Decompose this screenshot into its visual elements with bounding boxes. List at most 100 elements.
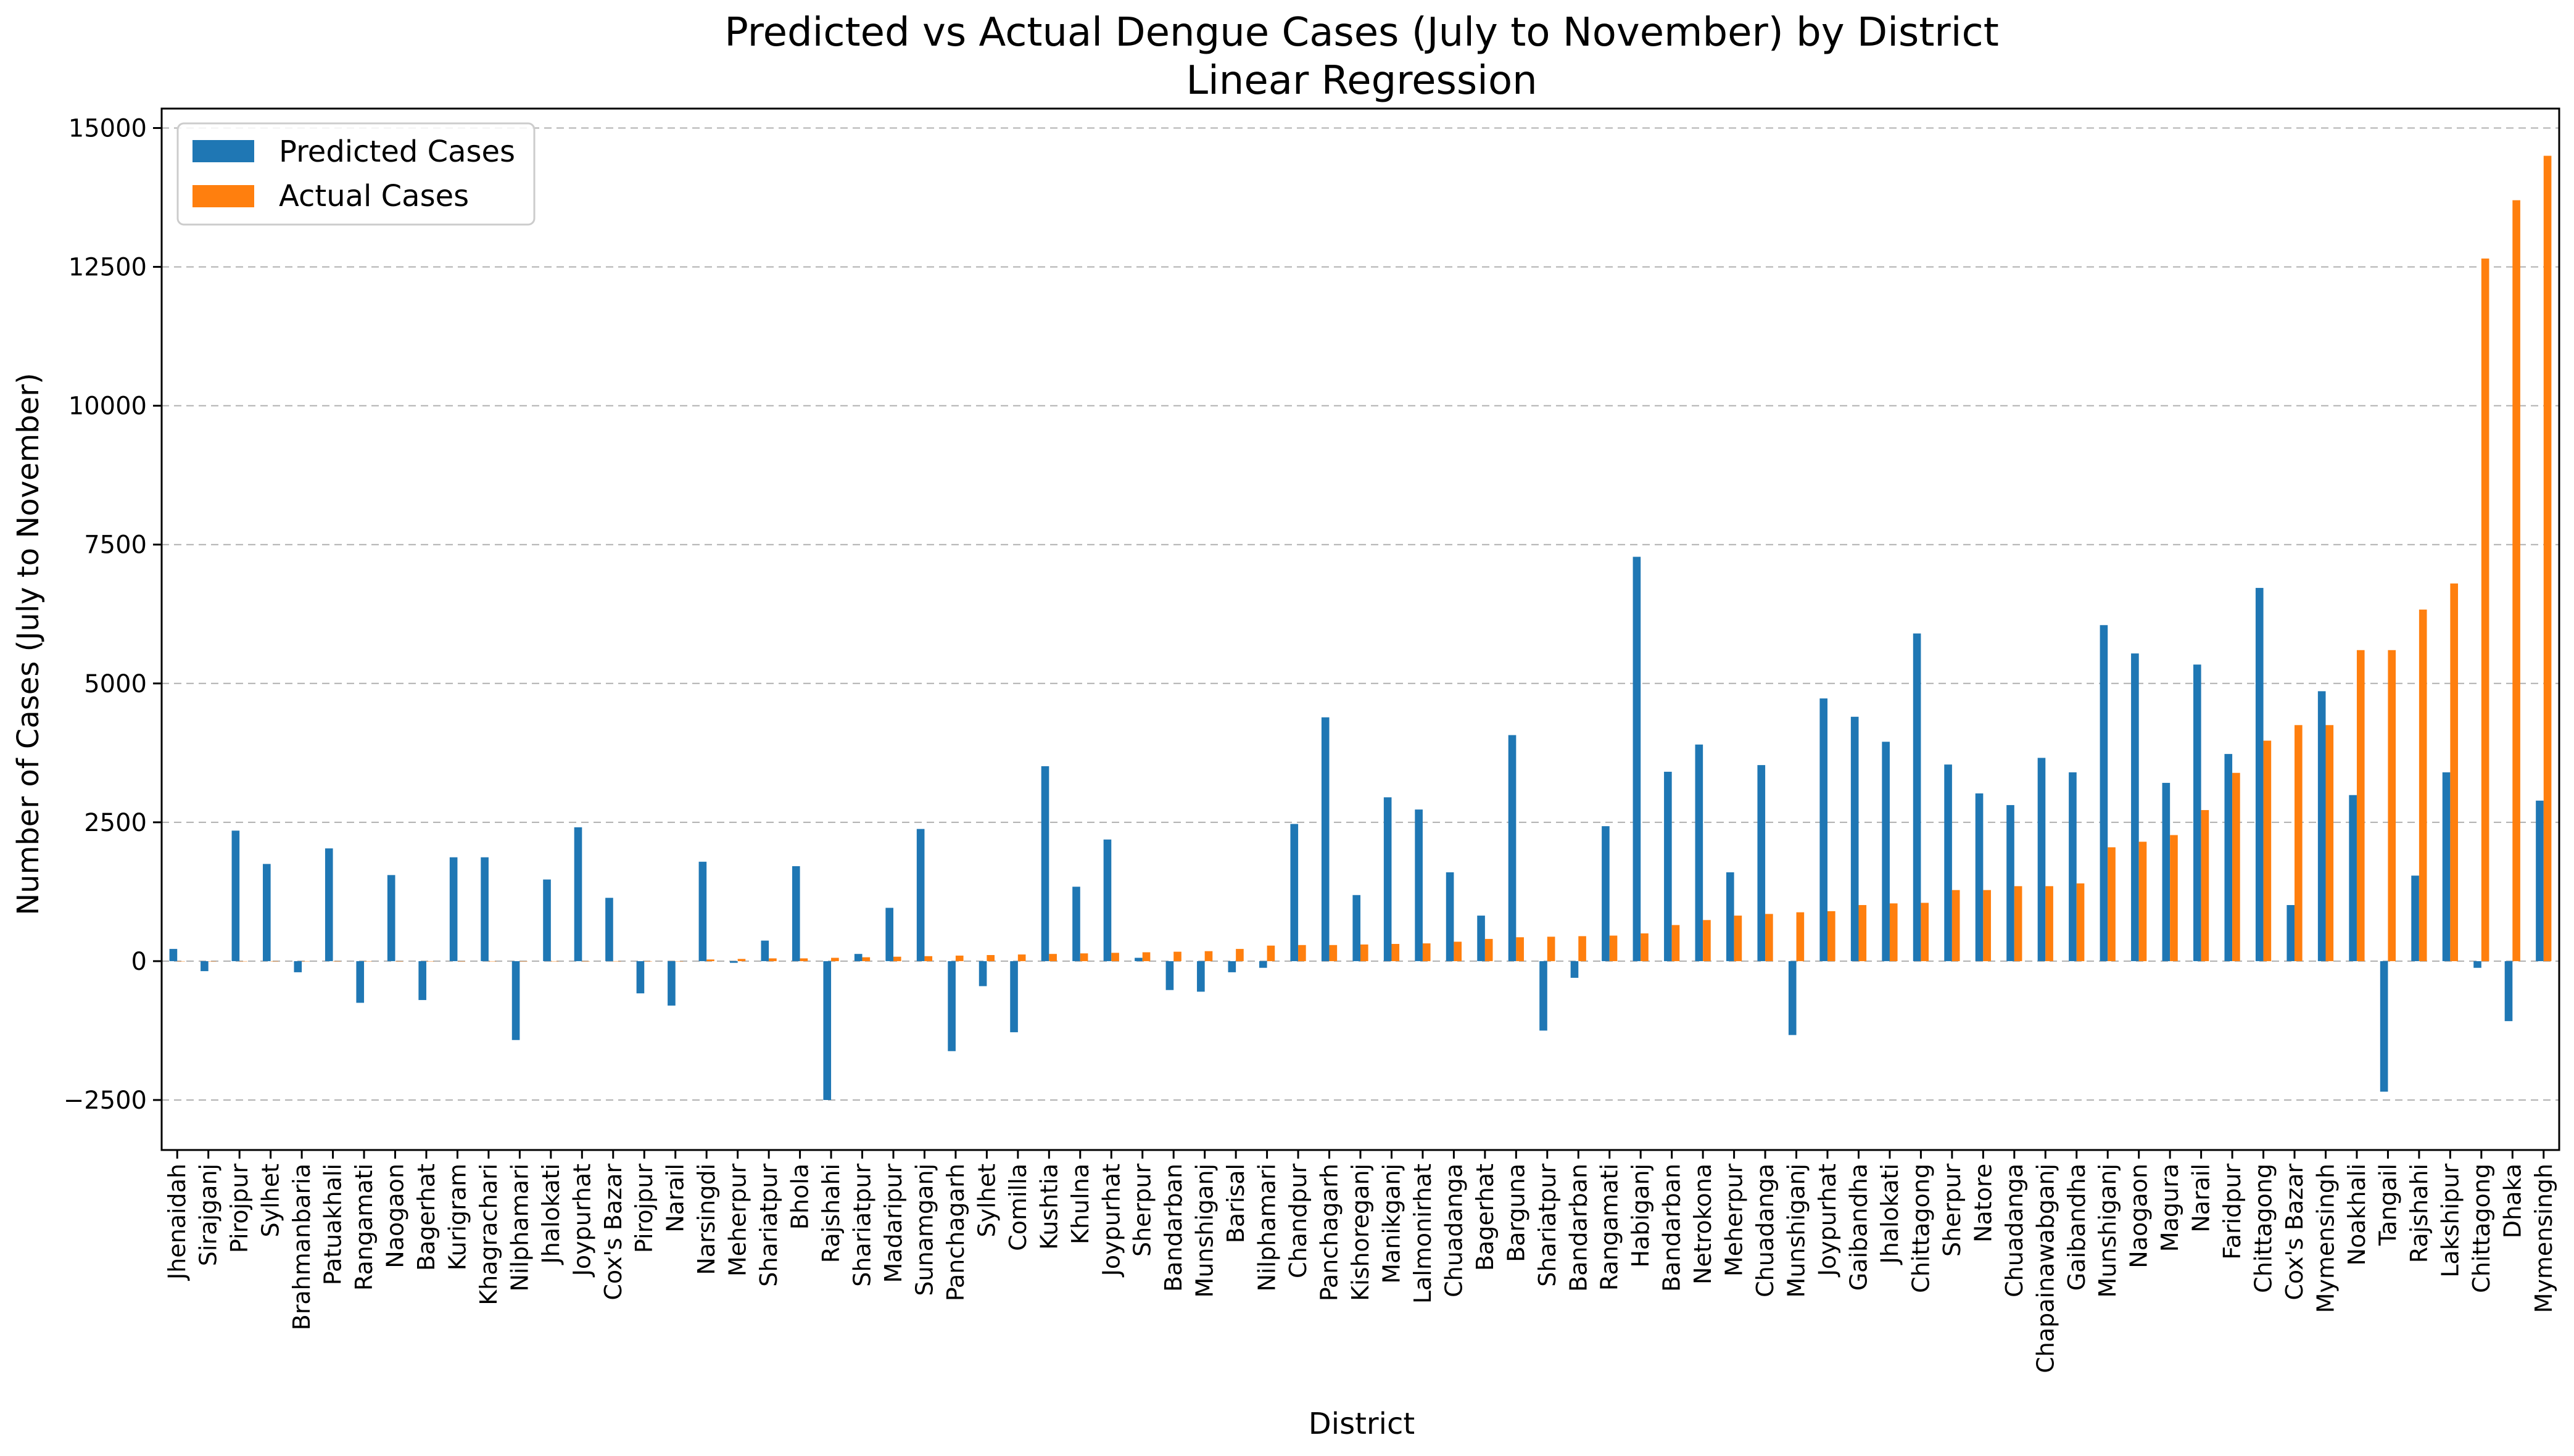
bar-predicted bbox=[1819, 698, 1828, 961]
bar-predicted bbox=[2162, 782, 2171, 961]
x-tick-label: Cox's Bazar bbox=[600, 1164, 627, 1301]
bar-actual bbox=[239, 961, 247, 962]
bar-actual bbox=[2325, 725, 2334, 961]
y-tick-label: 2500 bbox=[84, 809, 147, 837]
y-tick-label: −2500 bbox=[64, 1086, 147, 1115]
bar-predicted bbox=[201, 961, 209, 972]
bar-predicted bbox=[356, 961, 365, 1003]
bar-predicted bbox=[1072, 887, 1080, 961]
bar-actual bbox=[2543, 155, 2552, 961]
bar-actual bbox=[2295, 725, 2303, 961]
x-tick-label: Rajshahi bbox=[2406, 1164, 2433, 1263]
x-tick-label: Shariatpur bbox=[849, 1164, 876, 1287]
bar-predicted bbox=[574, 827, 582, 961]
bar-actual bbox=[644, 961, 652, 962]
bar-predicted bbox=[2380, 961, 2388, 1092]
bar-predicted bbox=[1975, 793, 1984, 961]
bar-actual bbox=[488, 961, 497, 962]
x-tick-label: Rangamati bbox=[350, 1164, 378, 1291]
bar-actual bbox=[2356, 650, 2365, 961]
bar-actual bbox=[862, 957, 871, 961]
bar-actual bbox=[1703, 920, 1711, 961]
bar-predicted bbox=[1850, 716, 1859, 961]
bar-predicted bbox=[294, 961, 302, 972]
bar-predicted bbox=[1383, 797, 1392, 961]
x-tick-label: Naogaon bbox=[2125, 1164, 2153, 1268]
x-tick-label: Meherpur bbox=[724, 1164, 751, 1276]
x-tick-label: Chuadanga bbox=[2001, 1164, 2028, 1297]
x-tick-label: Chuadanga bbox=[1440, 1164, 1467, 1297]
bar-predicted bbox=[325, 848, 333, 961]
bar-actual bbox=[987, 955, 995, 961]
bar-actual bbox=[550, 961, 559, 962]
x-tick-label: Sherpur bbox=[1939, 1164, 1966, 1257]
bars bbox=[169, 155, 2552, 1100]
x-tick-label: Chittagong bbox=[2468, 1164, 2495, 1293]
bar-predicted bbox=[1259, 961, 1267, 968]
bar-predicted bbox=[2442, 772, 2451, 961]
chart-title: Predicted vs Actual Dengue Cases (July t… bbox=[724, 10, 1999, 56]
legend-label-actual: Actual Cases bbox=[279, 179, 469, 213]
bar-predicted bbox=[1913, 633, 1921, 961]
x-tick-label: Netrokona bbox=[1689, 1164, 1716, 1284]
bar-actual bbox=[1484, 938, 1493, 961]
x-tick-label: Tangail bbox=[2374, 1164, 2401, 1246]
x-tick-label: Manikganj bbox=[1378, 1164, 1405, 1284]
bar-actual bbox=[955, 955, 964, 961]
x-tick-label: Jhalokati bbox=[1876, 1164, 1903, 1265]
bar-actual bbox=[893, 956, 901, 961]
x-tick-label: Bhola bbox=[787, 1164, 814, 1230]
bar-actual bbox=[1391, 944, 1400, 961]
bar-actual bbox=[1298, 945, 1306, 961]
bar-predicted bbox=[2286, 904, 2295, 961]
bar-actual bbox=[706, 959, 714, 961]
bar-actual bbox=[2201, 810, 2209, 961]
bar-predicted bbox=[1788, 961, 1797, 1035]
x-tick-label: Sunamganj bbox=[911, 1164, 938, 1296]
bar-actual bbox=[2512, 200, 2520, 961]
bar-actual bbox=[1017, 954, 1026, 961]
bar-predicted bbox=[1446, 872, 1454, 961]
bar-actual bbox=[270, 961, 279, 962]
bar-predicted bbox=[1664, 771, 1672, 961]
bar-actual bbox=[2388, 650, 2396, 961]
x-tick-label: Pirojpur bbox=[631, 1164, 658, 1253]
x-tick-label: Patuakhali bbox=[320, 1164, 347, 1285]
x-tick-label: Sherpur bbox=[1129, 1164, 1156, 1257]
x-axis: Jhenaidah Sirajganj Pirojpur Sylhet Brahmanb… bbox=[163, 1150, 2557, 1373]
bar-predicted bbox=[1041, 766, 1049, 961]
bar-actual bbox=[457, 961, 466, 962]
bar-predicted bbox=[169, 949, 178, 961]
y-tick-label: 5000 bbox=[84, 670, 147, 698]
bar-predicted bbox=[668, 961, 676, 1006]
bar-actual bbox=[1454, 941, 1462, 961]
bar-predicted bbox=[2349, 795, 2357, 961]
bar-actual bbox=[1547, 937, 1555, 961]
bar-predicted bbox=[2006, 805, 2014, 961]
bar-actual bbox=[2076, 883, 2085, 961]
bar-actual bbox=[1236, 949, 1244, 961]
bar-predicted bbox=[636, 961, 645, 994]
bar-actual bbox=[737, 959, 746, 961]
x-tick-label: Kushtia bbox=[1035, 1164, 1062, 1250]
bar-predicted bbox=[2193, 664, 2201, 961]
x-tick-label: Gaibandha bbox=[1845, 1164, 1872, 1291]
x-tick-label: Nilphamari bbox=[1254, 1164, 1281, 1292]
x-tick-label: Kishoreganj bbox=[1347, 1164, 1374, 1301]
bar-actual bbox=[2138, 842, 2147, 961]
bar-actual bbox=[395, 961, 403, 962]
x-tick-label: Shariatpur bbox=[755, 1164, 782, 1287]
bar-predicted bbox=[792, 866, 800, 961]
bar-actual bbox=[1951, 890, 1960, 961]
bar-actual bbox=[2045, 886, 2053, 961]
bar-predicted bbox=[2255, 587, 2264, 961]
bar-predicted bbox=[481, 857, 489, 961]
bar-actual bbox=[1578, 936, 1586, 961]
bar-predicted bbox=[1165, 961, 1174, 990]
x-tick-label: Khulna bbox=[1067, 1164, 1094, 1244]
bar-actual bbox=[302, 961, 310, 962]
legend-label-predicted: Predicted Cases bbox=[279, 134, 515, 169]
x-tick-label: Shariatpur bbox=[1534, 1164, 1561, 1287]
bar-predicted bbox=[1352, 895, 1360, 961]
